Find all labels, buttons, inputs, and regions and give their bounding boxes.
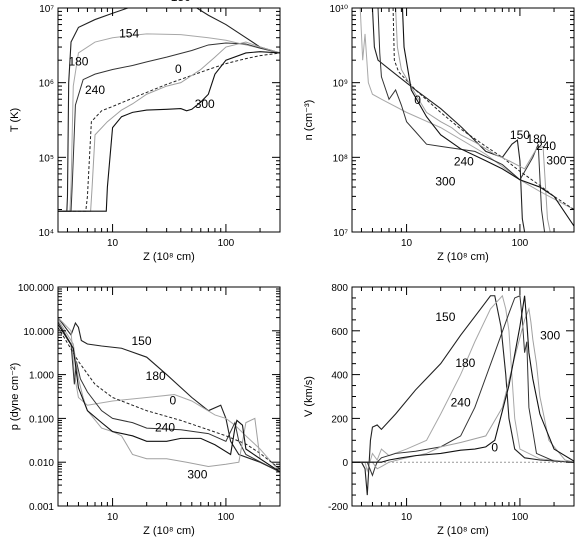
x-tick-label: 100 (512, 512, 529, 523)
curve-label: 300 (435, 174, 455, 188)
y-tick-label: 10⁸ (333, 153, 348, 164)
curve-label: 150 (435, 310, 455, 324)
x-tick-label: 100 (218, 512, 235, 523)
y-tick-label: 10⁶ (39, 79, 54, 90)
x-tick-label: 10 (107, 512, 119, 523)
curve-label: 150 (171, 0, 191, 4)
y-tick-label: 10.000 (23, 327, 54, 338)
series-line-300 (352, 295, 574, 463)
curve-label: 240 (451, 395, 471, 409)
y-tick-label: 0.010 (29, 458, 54, 469)
x-axis-label: Z (10⁸ cm) (437, 525, 489, 537)
x-axis-label: Z (10⁸ cm) (143, 525, 195, 537)
chart-pressure: 10 100 0.001 0.010 0.100 1.000 10.000 100.000 Z … (9, 283, 281, 537)
curve-label: 300 (546, 154, 566, 168)
y-tick-label: 0.100 (29, 414, 54, 425)
curve-label: 180 (526, 132, 546, 146)
y-tick-label: 10⁷ (333, 228, 348, 239)
curve-label: 0 (169, 393, 176, 407)
y-tick-label: 0.001 (29, 502, 54, 513)
x-tick-label: 10 (401, 238, 413, 249)
y-tick-label: 10⁹ (333, 79, 348, 90)
curve-label: 150 (131, 334, 151, 348)
curve-label: 240 (155, 421, 175, 435)
y-tick-label: 200 (331, 414, 348, 425)
series-line-240 (58, 41, 280, 212)
y-tick-label: 400 (331, 371, 348, 382)
y-axis-label: p (dyne cm⁻²) (9, 363, 21, 431)
series-line-300 (58, 324, 280, 473)
y-tick-label: -200 (328, 502, 348, 513)
series-line-154 (359, 8, 574, 210)
y-tick-label: 10⁷ (39, 4, 54, 15)
series-line-240 (395, 8, 551, 232)
series-line-180 (352, 295, 574, 477)
x-tick-label: 10 (401, 512, 413, 523)
series-line-150 (371, 8, 526, 232)
y-tick-label: 600 (331, 327, 348, 338)
series-line-154 (58, 317, 280, 473)
curve-label: 180 (68, 54, 88, 68)
curve-label: 240 (85, 83, 105, 97)
curve-label: 300 (187, 467, 207, 481)
series-line-154 (352, 294, 574, 473)
y-tick-label: 0 (342, 458, 348, 469)
curve-label: 300 (195, 97, 215, 111)
x-axis-label: Z (10⁸ cm) (143, 251, 195, 263)
y-tick-label: 100.000 (18, 283, 55, 294)
series-line-300 (401, 8, 574, 227)
x-tick-label: 10 (107, 238, 119, 249)
series-line-150 (352, 295, 574, 496)
chart-temperature: 10 100 10⁴ 10⁵ 10⁶ 10⁷ Z (10⁸ cm) T (K) 150 154 18… (9, 0, 281, 263)
y-tick-label: 800 (331, 283, 348, 294)
y-tick-label: 10¹⁰ (330, 4, 348, 15)
curve-label: 154 (119, 27, 139, 41)
curve-label: 0 (491, 440, 498, 454)
x-axis-label: Z (10⁸ cm) (437, 251, 489, 263)
curve-label: 0 (175, 62, 182, 76)
curve-label: 300 (540, 329, 560, 343)
y-axis-label: V (km/s) (303, 376, 315, 417)
curve-label: 240 (454, 154, 474, 168)
curve-label: 150 (510, 128, 530, 142)
series-line-0 (58, 52, 280, 212)
chart-density: 10 100 10⁷ 10⁸ 10⁹ 10¹⁰ Z (10⁸ cm) n (cm⁻³) 0 150… (303, 4, 575, 263)
plot-frame (57, 7, 281, 233)
curve-label: 180 (455, 356, 475, 370)
chart-velocity: 10 100 -200 0 200 400 600 800 Z (10⁸ cm) V (km/s)… (303, 283, 575, 537)
y-tick-label: 10⁵ (39, 153, 54, 164)
series-line-240 (58, 319, 280, 473)
series-line-180 (377, 8, 546, 232)
curve-label: 180 (146, 369, 166, 383)
series-line-240 (352, 306, 574, 470)
series-line-0 (58, 327, 280, 470)
series-line-150 (58, 8, 280, 212)
curve-label: 0 (414, 93, 421, 107)
series-line-300 (58, 51, 280, 212)
x-tick-label: 100 (512, 238, 529, 249)
y-tick-label: 1.000 (29, 371, 54, 382)
x-tick-label: 100 (218, 238, 235, 249)
series-line-0 (392, 8, 574, 210)
y-axis-label: n (cm⁻³) (303, 100, 315, 141)
series-line-180 (58, 42, 280, 212)
plot-frame (57, 286, 281, 507)
y-axis-label: T (K) (9, 108, 21, 132)
y-tick-label: 10⁴ (39, 228, 54, 239)
curve-label: 240 (536, 139, 556, 153)
plot-frame (351, 7, 575, 233)
